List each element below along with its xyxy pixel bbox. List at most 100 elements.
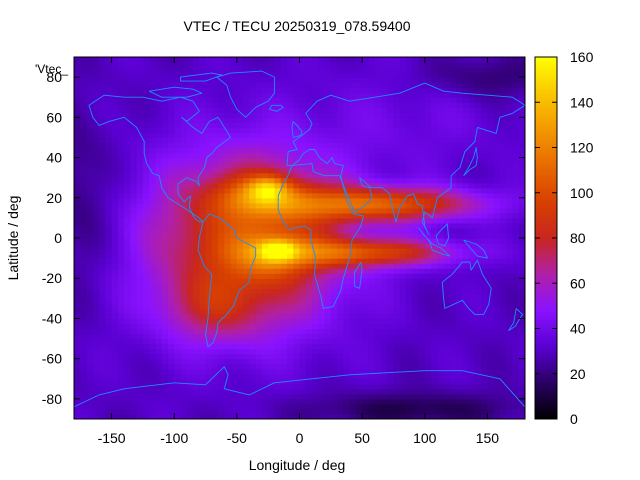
heat-cell [443, 122, 451, 128]
heat-cell [193, 122, 200, 128]
heat-cell [149, 283, 157, 289]
heat-cell [499, 217, 507, 224]
heat-cell [437, 142, 445, 149]
heat-cell [368, 363, 376, 370]
heat-cell [130, 358, 138, 365]
heat-cell [255, 398, 263, 405]
heat-cell [305, 152, 313, 159]
heat-cell [155, 192, 163, 199]
heat-cell [431, 278, 438, 284]
heat-cell [261, 313, 269, 320]
heat-cell [261, 368, 269, 375]
heat-cell [518, 393, 525, 400]
heat-cell [243, 383, 250, 390]
heat-cell [462, 363, 470, 370]
heat-cell [105, 248, 113, 254]
heat-cell [86, 383, 94, 390]
heat-cell [142, 358, 150, 365]
heat-cell [136, 187, 144, 194]
heat-cell [474, 167, 482, 174]
heat-cell [86, 368, 94, 375]
heat-cell [155, 248, 163, 254]
heat-cell [243, 293, 250, 299]
heat-cell [481, 172, 489, 179]
heat-cell [387, 167, 395, 174]
heat-cell [293, 172, 301, 179]
heat-cell [424, 107, 432, 113]
heat-cell [349, 358, 357, 365]
heat-cell [474, 348, 482, 355]
heat-cell [399, 207, 407, 214]
heat-cell [280, 268, 288, 274]
heat-cell [418, 353, 426, 360]
heat-cell [92, 217, 100, 224]
heat-cell [362, 388, 369, 395]
heat-cell [286, 147, 294, 154]
heat-cell [512, 383, 520, 390]
heat-cell [161, 202, 169, 209]
heat-cell [280, 348, 288, 355]
heat-cell [280, 353, 288, 360]
heat-cell [299, 248, 307, 254]
heat-cell [393, 227, 401, 234]
heat-cell [387, 152, 395, 159]
heat-cell [268, 413, 276, 419]
heat-cell [261, 92, 269, 98]
heat-cell [155, 373, 163, 380]
heat-cell [437, 182, 445, 189]
heat-cell [305, 232, 313, 239]
heat-cell [92, 308, 100, 315]
heat-cell [92, 182, 100, 189]
heat-cell [506, 253, 514, 259]
heat-cell [161, 253, 169, 259]
heat-cell [362, 303, 369, 309]
heat-cell [86, 132, 94, 139]
heat-cell [124, 182, 131, 189]
heat-cell [481, 388, 489, 395]
heat-cell [437, 107, 445, 113]
heat-cell [167, 393, 175, 400]
heat-cell [393, 102, 401, 108]
heat-cell [493, 157, 501, 164]
heat-cell [355, 253, 363, 259]
heat-cell [318, 217, 326, 224]
heat-cell [105, 127, 113, 134]
heat-cell [92, 398, 100, 405]
heat-cell [224, 293, 232, 299]
heat-cell [186, 222, 194, 229]
heat-cell [130, 117, 138, 123]
heat-cell [111, 253, 119, 259]
heat-cell [117, 197, 125, 204]
heat-cell [224, 273, 232, 279]
heat-cell [205, 232, 213, 239]
heat-cell [130, 403, 138, 410]
heat-cell [343, 323, 351, 330]
heat-cell [174, 273, 182, 279]
heat-cell [462, 338, 470, 345]
heat-cell [468, 142, 476, 149]
heat-cell [74, 413, 81, 419]
heat-cell [243, 87, 250, 93]
heat-cell [280, 338, 288, 345]
heat-cell [418, 258, 426, 264]
heat-cell [431, 303, 438, 309]
heat-cell [211, 398, 219, 405]
heat-cell [286, 388, 294, 395]
heat-cell [261, 253, 269, 259]
heat-cell [481, 383, 489, 390]
heat-cell [211, 137, 219, 144]
heat-cell [180, 238, 188, 244]
heat-cell [124, 97, 131, 103]
heat-cell [155, 258, 163, 264]
heat-cell [424, 378, 432, 385]
heat-cell [380, 122, 388, 128]
heat-cell [274, 177, 282, 184]
heat-cell [186, 388, 194, 395]
heat-cell [499, 97, 507, 103]
heat-cell [193, 333, 200, 340]
heat-cell [142, 408, 150, 415]
heat-cell [199, 137, 207, 144]
heat-cell [249, 137, 257, 144]
heat-cell [393, 117, 401, 123]
heat-cell [74, 202, 81, 209]
